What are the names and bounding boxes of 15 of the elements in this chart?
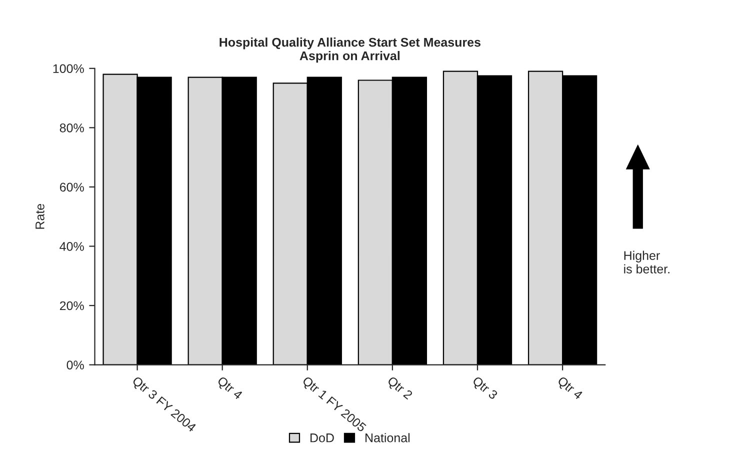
y-tick-label: 100%	[53, 64, 84, 74]
y-axis-title: Rate	[36, 204, 44, 229]
text: Higher is better.	[624, 250, 670, 274]
y-tick-label: 80%	[60, 123, 84, 132]
y-tick-label: 40%	[60, 242, 84, 251]
x-tick-label: Qtr 4	[556, 376, 584, 402]
legend-label: National	[366, 433, 410, 442]
x-tick-label: Qtr 4	[215, 376, 244, 402]
x-tick-label: Qtr 3	[470, 376, 498, 402]
legend-label: DoD	[310, 434, 334, 442]
y-tick-label: 20%	[60, 301, 84, 310]
y-tick-label: 60%	[60, 182, 84, 192]
y-tick-label: 0%	[66, 360, 84, 370]
x-tick-label: Qtr 2	[386, 376, 414, 402]
chart-title: Hospital Quality Alliance Start Set Measures Asprin on Arrival	[220, 38, 480, 63]
